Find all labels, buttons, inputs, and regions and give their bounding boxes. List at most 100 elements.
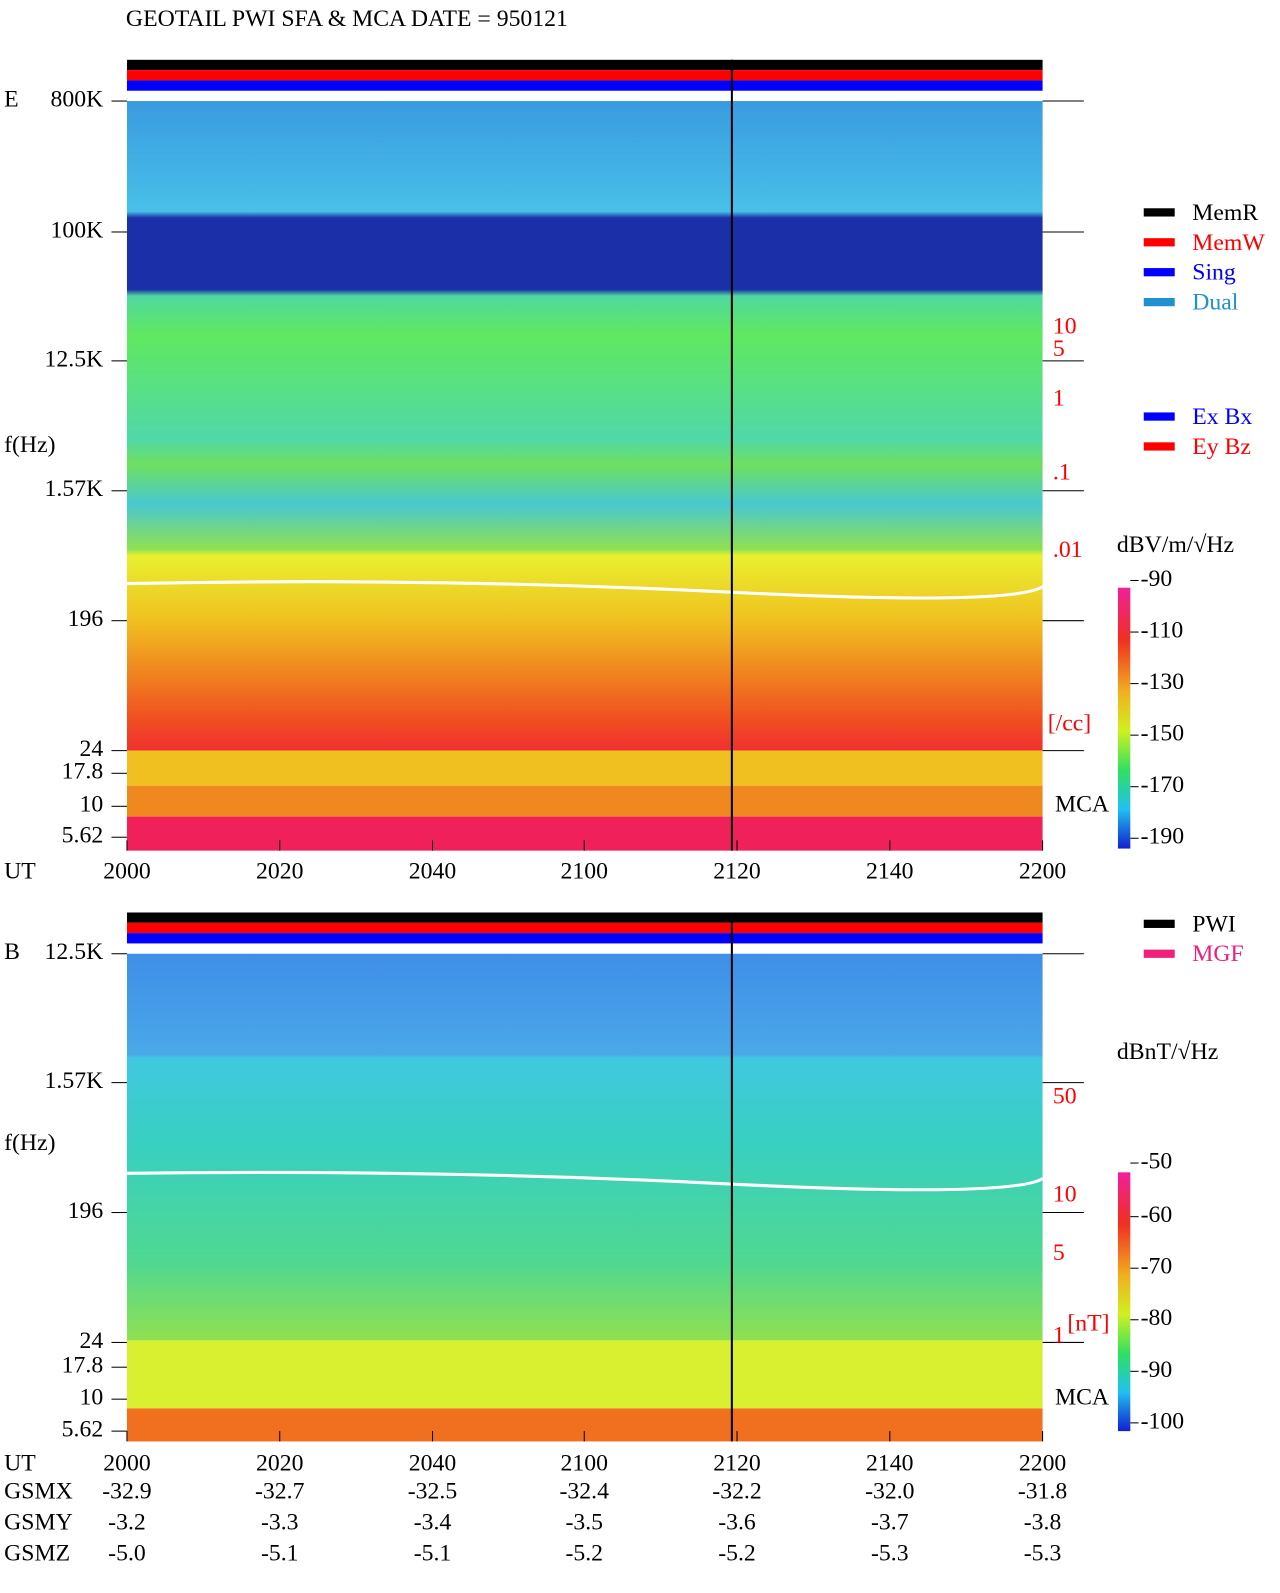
legend-swatch — [1143, 919, 1175, 928]
freq-tick-label: 5.62 — [62, 1417, 104, 1443]
freq-tick-label: 24 — [79, 1328, 103, 1354]
status-bar — [126, 70, 1043, 81]
mca-label: MCA — [1055, 792, 1109, 818]
ut-label: UT — [4, 1451, 36, 1477]
title: GEOTAIL PWI SFA & MCA DATE = 950121 — [126, 6, 568, 32]
colorbar-tick-label: -110 — [1141, 617, 1184, 643]
colorbar-tick-label: -80 — [1141, 1305, 1173, 1331]
orbit-value: -31.8 — [1018, 1478, 1067, 1504]
status-bar — [126, 80, 1043, 91]
legend-label: MemW — [1192, 230, 1265, 256]
mca-band — [126, 750, 1043, 786]
legend-label: Sing — [1192, 260, 1236, 286]
orbit-value: -3.8 — [1024, 1509, 1062, 1535]
freq-tick-label: 100K — [50, 217, 103, 243]
panel-label: B — [4, 939, 20, 965]
time-tick-label: 2120 — [713, 1451, 760, 1477]
panel-label: E — [4, 86, 19, 112]
legend-label: MGF — [1192, 941, 1243, 967]
freq-tick-label: 17.8 — [62, 759, 104, 785]
freq-tick-label: 5.62 — [62, 823, 104, 849]
ut-label: UT — [4, 859, 36, 885]
freq-tick-label: 1.57K — [45, 1068, 104, 1094]
density-tick-label: 10 — [1053, 1181, 1077, 1207]
orbit-value: -3.7 — [871, 1509, 909, 1535]
legend-swatch — [1143, 297, 1175, 307]
colorbar-tick-label: -170 — [1141, 772, 1185, 798]
colorbar-tick-label: -90 — [1141, 566, 1173, 592]
legend-label: PWI — [1192, 911, 1236, 937]
orbit-value: -3.6 — [718, 1509, 756, 1535]
orbit-value: -3.3 — [261, 1509, 299, 1535]
colorbar — [1117, 1172, 1131, 1432]
legend-label: Ey Bz — [1192, 434, 1251, 460]
orbit-label: GSMY — [4, 1509, 73, 1535]
freq-tick-label: 12.5K — [45, 346, 104, 372]
orbit-value: -32.0 — [865, 1478, 914, 1504]
colorbar-unit: dBnT/√Hz — [1117, 1039, 1218, 1065]
colorbar-unit: dBV/m/√Hz — [1117, 532, 1234, 558]
time-tick-label: 2000 — [103, 859, 150, 885]
orbit-value: -5.1 — [414, 1540, 452, 1566]
time-tick-label: 2040 — [409, 1451, 456, 1477]
mca-band — [126, 1340, 1043, 1409]
spectrogram — [126, 953, 1043, 1341]
orbit-value: -32.4 — [560, 1478, 610, 1504]
time-tick-label: 2100 — [561, 1451, 608, 1477]
spectrogram — [126, 101, 1043, 751]
density-tick-label: .01 — [1053, 537, 1083, 563]
status-bar — [126, 933, 1043, 944]
legend-swatch — [1143, 238, 1175, 247]
colorbar-tick-label: -50 — [1141, 1148, 1173, 1174]
freq-tick-label: 17.8 — [62, 1353, 104, 1379]
orbit-value: -3.5 — [565, 1509, 603, 1535]
colorbar-tick-label: -60 — [1141, 1202, 1173, 1228]
density-tick-label: 5 — [1053, 1240, 1065, 1266]
colorbar — [1117, 587, 1131, 849]
colorbar-tick-label: -190 — [1141, 824, 1185, 850]
orbit-value: -5.0 — [108, 1540, 146, 1566]
time-tick-label: 2120 — [713, 859, 760, 885]
legend-swatch — [1143, 268, 1175, 277]
axis-label: f(Hz) — [4, 1130, 55, 1156]
legend-swatch — [1143, 949, 1175, 958]
time-tick-label: 2140 — [866, 859, 913, 885]
status-bar — [126, 59, 1043, 71]
freq-tick-label: 1.57K — [45, 476, 104, 502]
density-tick-label: 1 — [1053, 1323, 1065, 1349]
orbit-value: -32.9 — [102, 1478, 151, 1504]
time-tick-label: 2020 — [256, 859, 303, 885]
colorbar-tick-label: -100 — [1141, 1408, 1185, 1434]
density-tick-label: .1 — [1053, 460, 1071, 486]
freq-tick-label: 196 — [68, 1198, 104, 1224]
legend-swatch — [1143, 412, 1175, 421]
field-line — [126, 1170, 1044, 1192]
axis-label: f(Hz) — [4, 432, 55, 458]
density-unit: [nT] — [1067, 1310, 1109, 1336]
mca-label: MCA — [1055, 1385, 1109, 1411]
time-tick-label: 2140 — [866, 1451, 913, 1477]
density-tick-label: 5 — [1053, 336, 1065, 362]
status-bar — [126, 922, 1043, 934]
orbit-value: -32.7 — [255, 1478, 305, 1504]
time-tick-label: 2040 — [409, 859, 456, 885]
mca-band — [126, 785, 1043, 817]
colorbar-tick-label: -150 — [1141, 721, 1185, 747]
orbit-label: GSMZ — [4, 1540, 70, 1566]
legend-label: Ex Bx — [1192, 404, 1252, 430]
orbit-value: -5.3 — [1024, 1540, 1062, 1566]
legend-swatch — [1143, 442, 1175, 451]
freq-tick-label: 196 — [68, 606, 104, 632]
density-tick-label: 10 — [1053, 313, 1077, 339]
time-tick-label: 2020 — [256, 1451, 303, 1477]
colorbar-tick-label: -90 — [1141, 1357, 1173, 1383]
freq-tick-label: 10 — [79, 1385, 103, 1411]
freq-tick-label: 12.5K — [45, 939, 104, 965]
colorbar-tick-label: -70 — [1141, 1254, 1173, 1280]
legend-label: MemR — [1192, 200, 1258, 226]
freq-tick-label: 800K — [50, 86, 103, 112]
orbit-value: -5.1 — [261, 1540, 299, 1566]
time-tick-label: 2100 — [561, 859, 608, 885]
orbit-value: -5.3 — [871, 1540, 909, 1566]
